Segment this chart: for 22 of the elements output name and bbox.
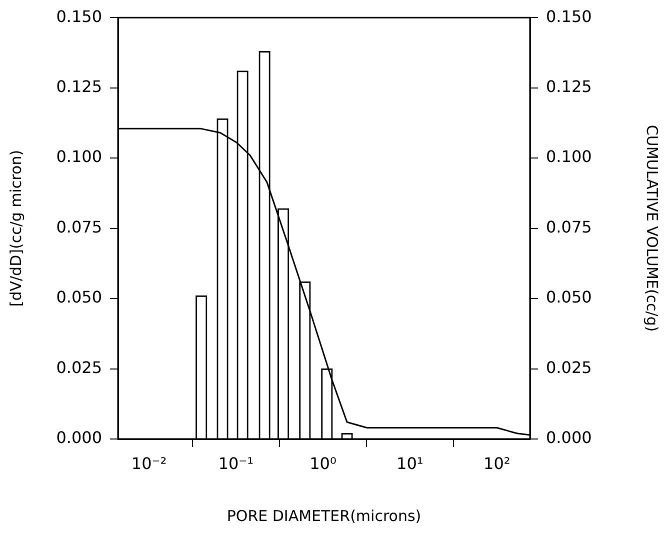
y2-tick-label: 0.075 [546,217,592,236]
y-tick-label: 0.050 [56,288,102,307]
y-axis-title: [dV/dD](cc/g micron) [6,150,25,307]
y-tick-label: 0.075 [56,217,102,236]
x-axis-title: PORE DIAMETER(microns) [226,506,422,525]
y-tick-label: 0.000 [56,428,102,448]
y2-tick-label: 0.000 [546,428,592,448]
y-tick-label: 0.150 [56,6,102,26]
y2-tick-label: 0.050 [546,288,592,307]
y2-tick-label: 0.150 [546,6,592,26]
y2-axis-title: CUMULATIVE VOLUME(cc/g) [643,124,662,332]
y2-tick-label: 0.025 [546,358,592,377]
x-tick-label: 10² [484,454,510,473]
x-tick-label: 10⁻¹ [218,454,254,473]
x-tick-label: 10¹ [396,454,424,473]
x-tick-label: 10⁻² [131,454,167,473]
y-tick-label: 0.125 [56,76,102,96]
y-tick-label: 0.025 [56,358,102,377]
y2-tick-label: 0.100 [546,147,592,166]
y2-tick-label: 0.125 [546,76,592,96]
x-tick-label: 10⁰ [310,454,336,473]
y-tick-label: 0.100 [56,147,102,166]
